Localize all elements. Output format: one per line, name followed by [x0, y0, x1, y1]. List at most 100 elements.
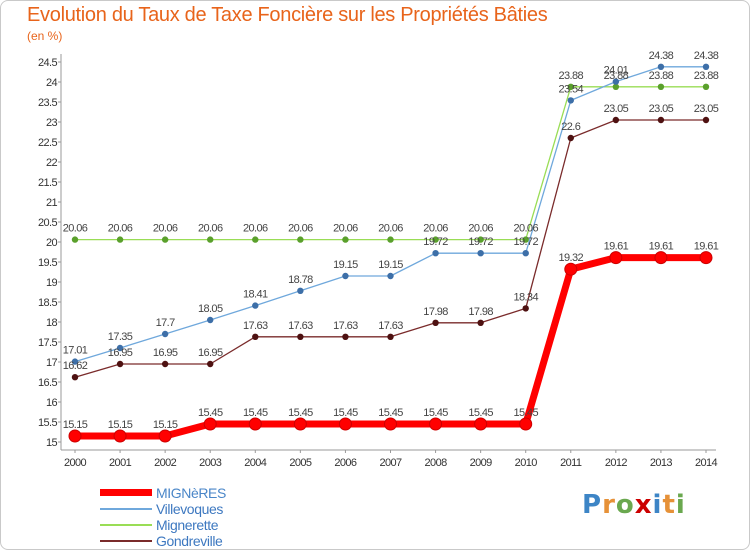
data-point	[429, 417, 443, 431]
data-point	[207, 316, 214, 324]
legend-swatch	[100, 524, 152, 526]
data-point	[702, 83, 710, 91]
data-point	[161, 330, 169, 338]
logo-letter: i	[652, 490, 663, 520]
data-label: 22.6	[561, 121, 580, 133]
logo-letter: x	[634, 490, 653, 520]
data-point	[161, 236, 169, 243]
data-label: 20.06	[423, 223, 448, 235]
data-label: 20.06	[468, 223, 493, 235]
data-label: 24.38	[694, 50, 719, 62]
y-tick-label: 23	[46, 117, 58, 129]
legend-label: Mignerette	[156, 517, 219, 533]
data-label: 15.45	[378, 407, 403, 419]
data-point	[432, 236, 439, 243]
data-point	[702, 116, 710, 124]
x-tick-label: 2013	[650, 457, 673, 469]
data-label: 15.15	[108, 419, 133, 431]
y-tick-label: 22.5	[38, 137, 57, 149]
data-point	[68, 429, 82, 443]
chart-title: Evolution du Taux de Taxe Foncière sur l…	[27, 4, 548, 26]
logo-letter: o	[615, 490, 635, 520]
data-point	[612, 83, 620, 91]
x-tick-label: 2014	[695, 457, 718, 469]
data-label: 20.06	[288, 223, 313, 235]
legend-swatch	[100, 508, 152, 510]
data-point	[297, 333, 304, 340]
data-label: 17.7	[156, 317, 175, 329]
data-label: 15.45	[333, 407, 358, 419]
data-label: 19.15	[333, 259, 358, 271]
data-label: 17.63	[288, 320, 313, 332]
y-tick-label: 20.5	[38, 217, 57, 229]
data-point	[477, 319, 484, 326]
data-label: 17.98	[468, 306, 493, 318]
data-label: 15.45	[513, 407, 538, 419]
data-point	[612, 116, 620, 124]
y-tick-label: 15.5	[38, 417, 57, 429]
legend-label: Villevoques	[156, 501, 223, 517]
data-point	[564, 262, 578, 276]
data-point	[522, 305, 529, 312]
y-tick-label: 21	[46, 197, 58, 209]
y-tick-label: 15	[46, 437, 58, 449]
x-tick-label: 2006	[334, 457, 357, 469]
data-point	[477, 236, 484, 243]
legend-swatch	[100, 540, 152, 542]
data-point	[657, 63, 665, 70]
data-label: 23.05	[694, 103, 719, 115]
data-label: 17.01	[63, 345, 88, 357]
data-point	[116, 236, 124, 243]
data-label: 17.63	[378, 320, 403, 332]
data-label: 15.45	[468, 407, 493, 419]
data-point	[252, 236, 259, 243]
proxiti-logo: Proxiti	[582, 490, 686, 520]
y-tick-label: 22	[46, 157, 58, 169]
data-label: 20.06	[513, 223, 538, 235]
data-label: 20.06	[333, 223, 358, 235]
data-label: 23.88	[694, 70, 719, 82]
data-point	[116, 344, 124, 352]
data-label: 17.63	[243, 320, 268, 332]
data-point	[387, 272, 394, 280]
data-point	[207, 360, 214, 368]
data-label: 20.06	[198, 223, 223, 235]
legend-label: Gondreville	[156, 533, 223, 549]
data-label: 15.45	[198, 407, 223, 419]
y-tick-label: 19.5	[38, 257, 57, 269]
data-point	[297, 287, 304, 294]
data-label: 20.06	[378, 223, 403, 235]
x-tick-label: 2002	[154, 457, 177, 469]
data-label: 23.05	[649, 103, 674, 115]
data-label: 23.88	[559, 70, 584, 82]
data-label: 19.32	[559, 252, 584, 264]
data-label: 19.61	[694, 241, 719, 253]
y-tick-label: 17.5	[38, 337, 57, 349]
data-label: 18.05	[198, 303, 223, 315]
data-label: 16.62	[63, 360, 88, 372]
x-tick-label: 2001	[109, 457, 132, 469]
data-label: 15.15	[63, 419, 88, 431]
data-label: 15.15	[153, 419, 178, 431]
data-point	[71, 236, 79, 243]
data-label: 24.01	[604, 65, 629, 77]
y-tick-label: 24.5	[38, 57, 57, 69]
data-point	[657, 116, 665, 124]
data-label: 20.06	[63, 223, 88, 235]
x-tick-label: 2011	[560, 457, 582, 469]
data-point	[567, 83, 574, 91]
legend-label: MIGNèRES	[156, 485, 226, 501]
data-label: 24.38	[649, 50, 674, 62]
data-point	[522, 250, 529, 257]
data-point	[297, 236, 304, 243]
x-tick-label: 2003	[199, 457, 222, 469]
data-label: 20.06	[153, 223, 178, 235]
data-point	[387, 236, 394, 243]
data-point	[657, 83, 665, 91]
y-tick-label: 16	[46, 397, 58, 409]
data-point	[203, 417, 217, 431]
data-label: 19.15	[378, 259, 403, 271]
data-label: 23.88	[649, 70, 674, 82]
data-point	[161, 360, 169, 368]
data-point	[158, 429, 172, 443]
